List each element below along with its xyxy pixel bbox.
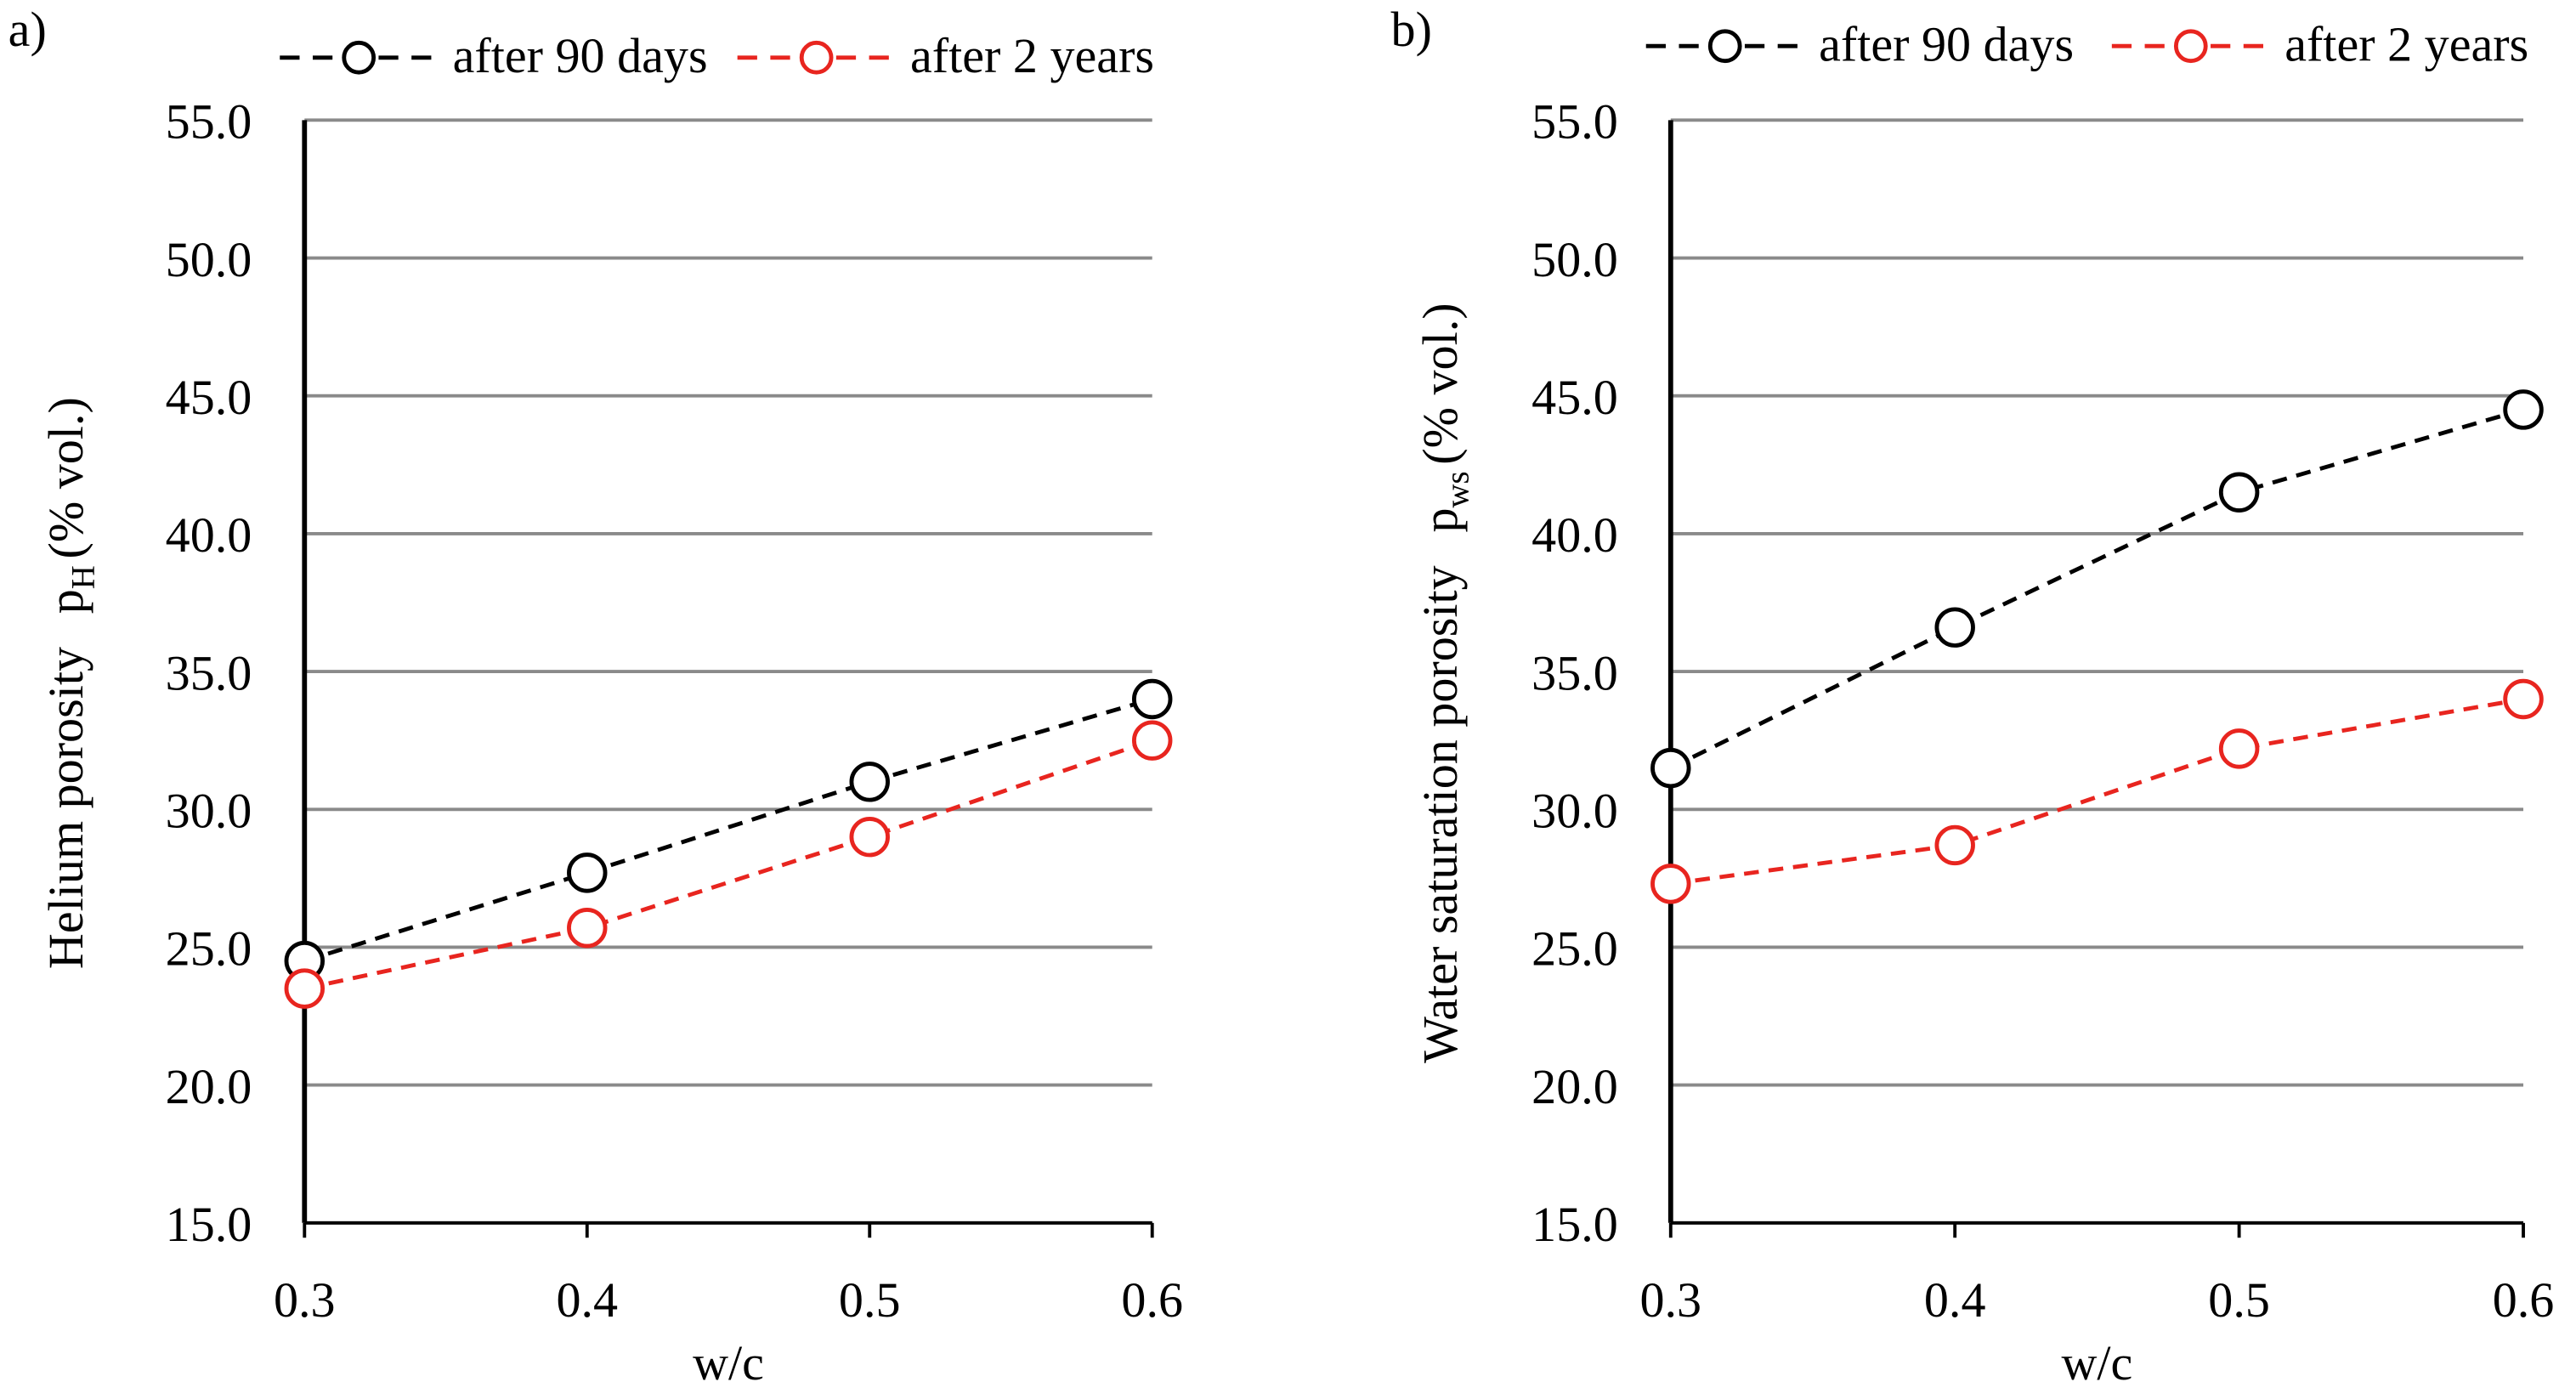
- y-label-subscript: H: [65, 565, 101, 589]
- x-tick-label: 0.6: [2493, 1272, 2555, 1328]
- panel-label: a): [8, 2, 47, 57]
- x-axis-label: w/c: [2061, 1335, 2132, 1391]
- x-tick-label: 0.4: [556, 1272, 618, 1328]
- x-tick-label: 0.6: [1121, 1272, 1183, 1328]
- x-tick-label: 0.5: [2208, 1272, 2270, 1328]
- y-label-subscript: ws: [1440, 471, 1476, 507]
- y-tick-label: 40.0: [166, 507, 252, 563]
- series-line: [303, 738, 1153, 991]
- y-tick-label: 45.0: [1531, 370, 1618, 425]
- y-axis-label: Helium porosity pH (% vol.): [38, 397, 102, 969]
- data-point: [1934, 607, 1975, 648]
- y-tick-label: 50.0: [166, 232, 252, 287]
- data-point: [2503, 678, 2544, 720]
- panel-label: b): [1391, 2, 1432, 57]
- chart-panel: b) 15.0 20.0 25.0 30.0 35.0 40.0 45.0 50.0 55.0 0.…: [1391, 2, 2555, 1391]
- legend-marker: [799, 40, 834, 75]
- y-label-text: Helium porosity: [38, 647, 93, 969]
- data-point: [284, 968, 326, 1009]
- legend-label: after 90 days: [1819, 17, 2074, 72]
- y-label-text: Water saturation porosity: [1413, 565, 1468, 1063]
- y-label-unit: (% vol.): [1413, 303, 1468, 464]
- x-tick-label: 0.3: [274, 1272, 336, 1328]
- y-tick-label: 25.0: [1531, 921, 1618, 977]
- data-point: [1934, 824, 1975, 866]
- legend-marker: [1707, 29, 1742, 64]
- x-tick-label: 0.5: [839, 1272, 901, 1328]
- series-line: [303, 697, 1153, 963]
- y-tick-label: 35.0: [1531, 645, 1618, 700]
- y-tick-label: 30.0: [166, 784, 252, 839]
- x-tick-label: 0.4: [1924, 1272, 1986, 1328]
- data-point: [849, 762, 890, 802]
- y-tick-label: 20.0: [1531, 1059, 1618, 1114]
- series-line: [1670, 697, 2524, 886]
- y-tick-label: 30.0: [1531, 784, 1618, 839]
- y-label-unit: (% vol.): [38, 397, 93, 558]
- y-tick-label: 25.0: [166, 921, 252, 977]
- y-tick-label: 55.0: [166, 94, 252, 150]
- data-point: [1650, 747, 1691, 789]
- data-point: [2218, 472, 2260, 513]
- data-point: [1650, 864, 1691, 904]
- y-tick-label: 35.0: [166, 645, 252, 700]
- y-label-symbol: p: [1413, 507, 1468, 532]
- chart-panel: a) 15.0 20.0 25.0 30.0 35.0 40.0 45.0 50.0 55.0 0.…: [8, 2, 1183, 1391]
- data-point: [567, 852, 608, 893]
- legend-label: after 2 years: [910, 28, 1154, 83]
- series-line: [1669, 407, 2524, 770]
- data-point: [2218, 728, 2260, 769]
- data-point: [1131, 720, 1173, 761]
- y-tick-label: 50.0: [1531, 232, 1618, 287]
- y-tick-label: 15.0: [166, 1197, 252, 1252]
- y-tick-label: 20.0: [166, 1059, 252, 1114]
- y-tick-label: 45.0: [166, 370, 252, 425]
- legend-marker: [2173, 29, 2208, 64]
- data-point: [2503, 389, 2544, 430]
- y-axis-label: Water saturation porosity pws (% vol.): [1413, 303, 1476, 1062]
- data-point: [1131, 678, 1173, 720]
- legend-label: after 90 days: [453, 28, 708, 83]
- y-tick-label: 15.0: [1531, 1197, 1618, 1252]
- data-point: [849, 816, 890, 858]
- data-point: [567, 908, 608, 949]
- legend-marker: [342, 40, 376, 75]
- x-tick-label: 0.3: [1639, 1272, 1701, 1328]
- y-tick-label: 55.0: [1531, 94, 1618, 150]
- x-axis-label: w/c: [693, 1335, 764, 1391]
- y-tick-label: 40.0: [1531, 507, 1618, 563]
- y-label-symbol: p: [38, 589, 93, 614]
- legend-label: after 2 years: [2284, 17, 2528, 72]
